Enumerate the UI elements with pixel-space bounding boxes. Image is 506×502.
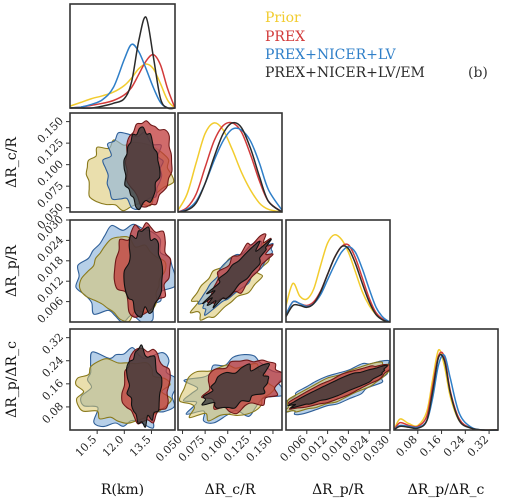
panel-frame	[177, 328, 283, 431]
panel-frame	[393, 328, 499, 431]
panel-frame	[177, 219, 283, 323]
marginal-panel-dRp	[285, 219, 391, 323]
panel-frame	[285, 328, 391, 431]
y-axis-label-dRc: ΔR_c/R	[4, 137, 20, 188]
y-axis-ratio: 0.080.160.240.32 ΔR_p/ΔR_c	[4, 331, 70, 427]
x-tick-label: 0.08	[393, 433, 420, 460]
x-tick-label: 0.16	[417, 433, 444, 460]
marginal-panel-dRc	[177, 112, 283, 213]
y-tick-label: 0.16	[40, 377, 67, 404]
joint-panel-ratio-vs-dRc	[177, 328, 283, 431]
x-tick-label: 10.5	[73, 433, 100, 460]
x-axis-label-dRp: ΔR_p/R	[312, 482, 364, 498]
x-tick-label: 12.0	[100, 433, 127, 460]
panel-frame	[69, 112, 176, 213]
contour-prex-nicer-lv-em	[201, 363, 271, 409]
joint-panel-dRp-vs-dRc	[177, 219, 283, 323]
panel-frame	[69, 328, 176, 431]
x-tick-label: 0.24	[441, 433, 468, 460]
contour-prex-nicer-lv-em	[287, 364, 388, 409]
x-axis-ratio: 0.080.160.240.32 ΔR_p/ΔR_c	[393, 430, 491, 498]
marginal-line-dRc-prex	[177, 121, 283, 213]
panel-frame	[285, 219, 391, 323]
panel-frame	[177, 112, 283, 213]
x-axis-label-ratio: ΔR_p/ΔR_c	[408, 482, 485, 498]
marginal-line-R-prior	[69, 63, 176, 109]
contour-prex-nicer-lv-em	[123, 126, 161, 211]
y-axis-label-ratio: ΔR_p/ΔR_c	[4, 341, 20, 418]
contour-prex-nicer-lv-em	[202, 238, 272, 309]
legend-entry-prex-nicer-lv: PREX+NICER+LV	[265, 47, 396, 63]
marginal-line-R-prex	[69, 53, 176, 109]
marginal-panel-R	[69, 3, 176, 110]
x-tick-label: 13.5	[127, 433, 154, 460]
joint-panel-ratio-vs-dRp	[285, 328, 391, 431]
marginal-line-dRp-prex-nicer-lv-em	[285, 245, 391, 323]
joint-panel-dRp-vs-R	[69, 219, 176, 323]
marginal-line-dRc-prex-nicer-lv-em	[177, 121, 283, 213]
marginal-line-dRp-prex	[285, 243, 391, 323]
legend-entry-prex: PREX	[265, 29, 305, 45]
marginal-line-ratio-prex-nicer-lv-em	[393, 353, 499, 431]
x-tick-label: 0.32	[465, 433, 492, 460]
legend-entry-prex-nicer-lv-em: PREX+NICER+LV/EM	[265, 65, 425, 81]
panel-frame	[69, 3, 176, 109]
marginal-line-dRc-prex-nicer-lv	[177, 127, 283, 213]
marginal-line-R-prex-nicer-lv	[69, 43, 176, 110]
x-axis-label-R: R(km)	[101, 482, 144, 498]
x-axis-label-dRc: ΔR_c/R	[205, 482, 256, 498]
legend: Prior PREX PREX+NICER+LV PREX+NICER+LV/E…	[265, 10, 488, 81]
panel-frame	[69, 219, 176, 323]
contour-prex-nicer-lv-em	[123, 226, 164, 318]
y-tick-label: 0.32	[40, 331, 67, 358]
marginal-line-dRc-prior	[177, 122, 283, 213]
joint-panel-dRc-vs-R	[69, 112, 176, 213]
contour-prex-nicer-lv-em	[125, 344, 163, 428]
y-tick-label: 0.24	[40, 354, 67, 381]
panel-tag: (b)	[468, 65, 488, 81]
legend-entry-prior: Prior	[265, 10, 301, 26]
y-axis-label-dRp: ΔR_p/R	[4, 245, 20, 297]
joint-panel-ratio-vs-R	[69, 328, 176, 431]
marginal-line-ratio-prex-nicer-lv	[393, 354, 499, 431]
x-tick-label: 0.150	[244, 433, 275, 464]
marginal-line-dRp-prex-nicer-lv	[285, 245, 391, 323]
y-tick-label: 0.08	[40, 400, 67, 427]
marginal-panel-ratio	[393, 328, 499, 431]
x-axis-R: 10.5 12.0 13.5 R(km)	[73, 430, 154, 498]
